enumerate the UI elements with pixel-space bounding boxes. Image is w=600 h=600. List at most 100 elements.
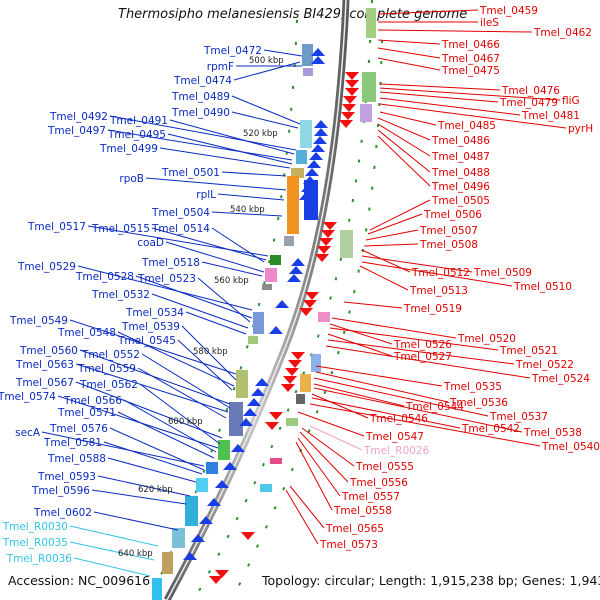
label-tmel-0519: Tmel_0519 [403, 303, 462, 315]
reverse-gene-arrow [345, 88, 359, 96]
label-tmel-0537-connector [313, 377, 489, 417]
label-tmel-0527: Tmel_0527 [393, 351, 452, 363]
label-tmel-0507-connector [365, 229, 419, 241]
feature-block-reverse [311, 354, 321, 372]
label-tmel-0539-connector [181, 325, 237, 381]
label-tmel-0472-connector [263, 49, 303, 57]
label-tmel-0476: Tmel_0476 [501, 85, 560, 97]
label-tmel-r0030-connector [69, 525, 159, 547]
label-tmel-0488: Tmel_0488 [431, 167, 490, 179]
label-tmel-0593-connector [97, 475, 191, 497]
reverse-gene-arrow [315, 254, 329, 262]
label-tmel-r0026-connector [309, 425, 363, 451]
reverse-gene-arrow [215, 570, 229, 578]
label-tmel-0524: Tmel_0524 [531, 373, 590, 385]
label-tmel-0476-connector [379, 83, 501, 91]
label-tmel-0576-connector [109, 427, 205, 471]
forward-gene-arrow [247, 398, 261, 406]
label-tmel-0474: Tmel_0474 [173, 75, 232, 87]
feature-block [206, 462, 218, 474]
forward-gene-arrow [291, 258, 305, 266]
label-tmel-0513-connector [359, 265, 409, 291]
label-tmel-0581-connector [103, 441, 203, 475]
label-tmel-0556: Tmel_0556 [349, 477, 408, 489]
reverse-gene-arrow [285, 368, 299, 376]
feature-block-reverse [340, 230, 353, 258]
feature-block [196, 478, 208, 492]
feature-block [218, 440, 230, 460]
label-tmel-0556-connector [299, 431, 349, 483]
label-tmel-0532: Tmel_0532 [91, 289, 150, 301]
forward-gene-arrow [269, 326, 283, 334]
forward-gene-arrow [223, 462, 237, 470]
label-tmel-0529: Tmel_0529 [17, 261, 76, 273]
label-seca: secA [15, 427, 41, 439]
feature-block [265, 268, 277, 282]
forward-gene-arrow [243, 408, 257, 416]
label-tmel-0501-connector [221, 171, 287, 177]
label-tmel-0517-connector [87, 225, 269, 257]
genome-backbone-highlight [166, 0, 347, 600]
feature-block [296, 150, 307, 164]
label-tmel-0557: Tmel_0557 [341, 491, 400, 503]
label-tmel-0492-connector [109, 115, 297, 151]
label-tmel-0486-connector [377, 117, 431, 141]
reverse-gene-arrow [241, 532, 255, 540]
label-tmel-0520-connector [331, 317, 457, 339]
label-tmel-0474-connector [233, 61, 301, 81]
label-tmel-0549: Tmel_0549 [9, 315, 68, 327]
label-tmel-0532-connector [151, 293, 249, 329]
label-tmel-0481: Tmel_0481 [521, 110, 580, 122]
map-title: Thermosipho melanesiensis BI429, complet… [118, 7, 468, 22]
label-tmel-0538: Tmel_0538 [523, 427, 582, 439]
label-tmel-0496: Tmel_0496 [431, 181, 490, 193]
label-flig-connector [379, 87, 561, 101]
label-tmel-0534-connector [185, 311, 247, 335]
label-tmel-0588: Tmel_0588 [47, 453, 106, 465]
label-tmel-r0036-connector [73, 557, 151, 577]
label-tmel-0596: Tmel_0596 [31, 485, 90, 497]
label-tmel-0565-connector [289, 485, 325, 529]
forward-gene-arrow [255, 378, 269, 386]
feature-block [236, 370, 248, 398]
label-tmel-r0035-connector [69, 541, 155, 561]
label-tmel-r0036: Tmel_R0036 [6, 553, 73, 565]
label-tmel-0545-connector [177, 339, 233, 391]
feature-block [162, 552, 173, 574]
feature-block [253, 312, 264, 334]
forward-gene-arrow [251, 388, 265, 396]
label-tmel-0571-connector [117, 411, 215, 459]
feature-block [229, 402, 243, 436]
feature-block-reverse [296, 394, 305, 404]
label-tmel-0486: Tmel_0486 [431, 135, 490, 147]
label-tmel-0576: Tmel_0576 [49, 423, 108, 435]
feature-block [284, 236, 294, 246]
label-tmel-0475-connector [377, 57, 441, 71]
label-tmel-0459: Tmel_0459 [479, 5, 538, 17]
label-tmel-0596-connector [91, 489, 187, 505]
label-tmel-0563-connector [75, 363, 229, 413]
label-tmel-0509: Tmel_0509 [473, 267, 532, 279]
label-tmel-0520: Tmel_0520 [457, 333, 516, 345]
reverse-gene-arrow [341, 112, 355, 120]
label-tmel-0462-connector [377, 29, 533, 33]
label-pyrh: pyrH [568, 123, 593, 135]
label-tmel-0571: Tmel_0571 [57, 407, 116, 419]
label-tmel-0518: Tmel_0518 [141, 257, 200, 269]
label-tmel-0495: Tmel_0495 [107, 129, 166, 141]
label-tmel-0523: Tmel_0523 [137, 273, 196, 285]
forward-gene-arrow [199, 516, 213, 524]
label-tmel-0519-connector [343, 301, 403, 309]
forward-gene-arrow [215, 480, 229, 488]
scale-label: 640 kbp [118, 549, 153, 559]
label-tmel-0499-connector [159, 147, 291, 169]
label-tmel-0558: Tmel_0558 [333, 505, 392, 517]
label-tmel-0514: Tmel_0514 [151, 223, 210, 235]
forward-gene-arrow [289, 266, 303, 274]
label-tmel-0481-connector [379, 97, 521, 116]
label-tmel-0514-connector [211, 227, 265, 263]
label-tmel-r0035: Tmel_R0035 [2, 537, 68, 549]
label-tmel-0526-connector [329, 323, 393, 345]
label-tmel-0549-connector [69, 319, 237, 375]
